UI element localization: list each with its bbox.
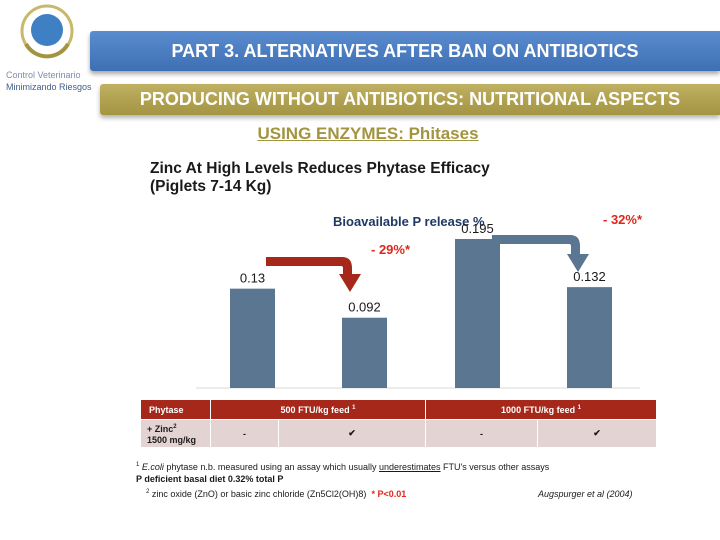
reduction-arrow-1 [266,257,361,292]
table-cell: - [425,419,538,448]
table-cell: ✔ [537,419,657,448]
bar-4 [567,287,612,388]
treatment-table: Phytase 500 FTU/kg feed 1 1000 FTU/kg fe… [140,399,657,448]
reduction-arrow-2 [492,235,589,272]
footnote-1: 1 E.coli phytase n.b. measured using an … [136,462,550,472]
table-header-1000: 1000 FTU/kg feed 1 [425,399,657,420]
bar-3 [455,239,500,388]
table-row-label: + Zinc2 1500 mg/kg [140,419,211,448]
footnote-basal-diet: P deficient basal diet 0.32% total P [136,474,284,484]
annotation-reduction-1000: - 32%* [603,212,643,227]
chart-subtitle: (Piglets 7-14 Kg) [150,178,272,195]
logo-emblem-icon [20,4,74,59]
bar-chart: 0.13 0.092 0.195 0.132 [196,221,640,389]
bar-value-label-3: 0.195 [461,221,494,236]
bar-1 [230,288,275,388]
series-label: Bioavailable P release % [333,214,485,229]
logo-text-line2: Minimizando Riesgos [6,82,92,92]
table-cell: - [210,419,279,448]
footnote-2: 2 zinc oxide (ZnO) or basic zinc chlorid… [146,489,407,499]
annotation-reduction-500: - 29%* [371,242,411,257]
section-subtitle: USING ENZYMES: Phitases [257,124,479,143]
chart-title: Zinc At High Levels Reduces Phytase Effi… [150,160,490,177]
part-banner: PART 3. ALTERNATIVES AFTER BAN ON ANTIBI… [90,31,720,71]
table-row: + Zinc2 1500 mg/kg - ✔ - ✔ [140,419,657,448]
bar-2 [342,317,387,388]
logo-text-line1: Control Veterinario [6,70,81,80]
bar-value-label-1: 0.13 [240,271,265,286]
table-header-row: Phytase 500 FTU/kg feed 1 1000 FTU/kg fe… [140,399,657,420]
table-cell: ✔ [278,419,426,448]
table-header-phytase: Phytase [140,399,211,420]
company-logo: Control Veterinario Minimizando Riesgos [6,4,92,96]
table-header-500: 500 FTU/kg feed 1 [210,399,426,420]
bar-value-label-2: 0.092 [348,300,381,315]
topic-banner: PRODUCING WITHOUT ANTIBIOTICS: NUTRITION… [100,84,720,115]
bar-value-label-4: 0.132 [573,269,606,284]
citation: Augspurger et al (2004) [538,489,633,499]
